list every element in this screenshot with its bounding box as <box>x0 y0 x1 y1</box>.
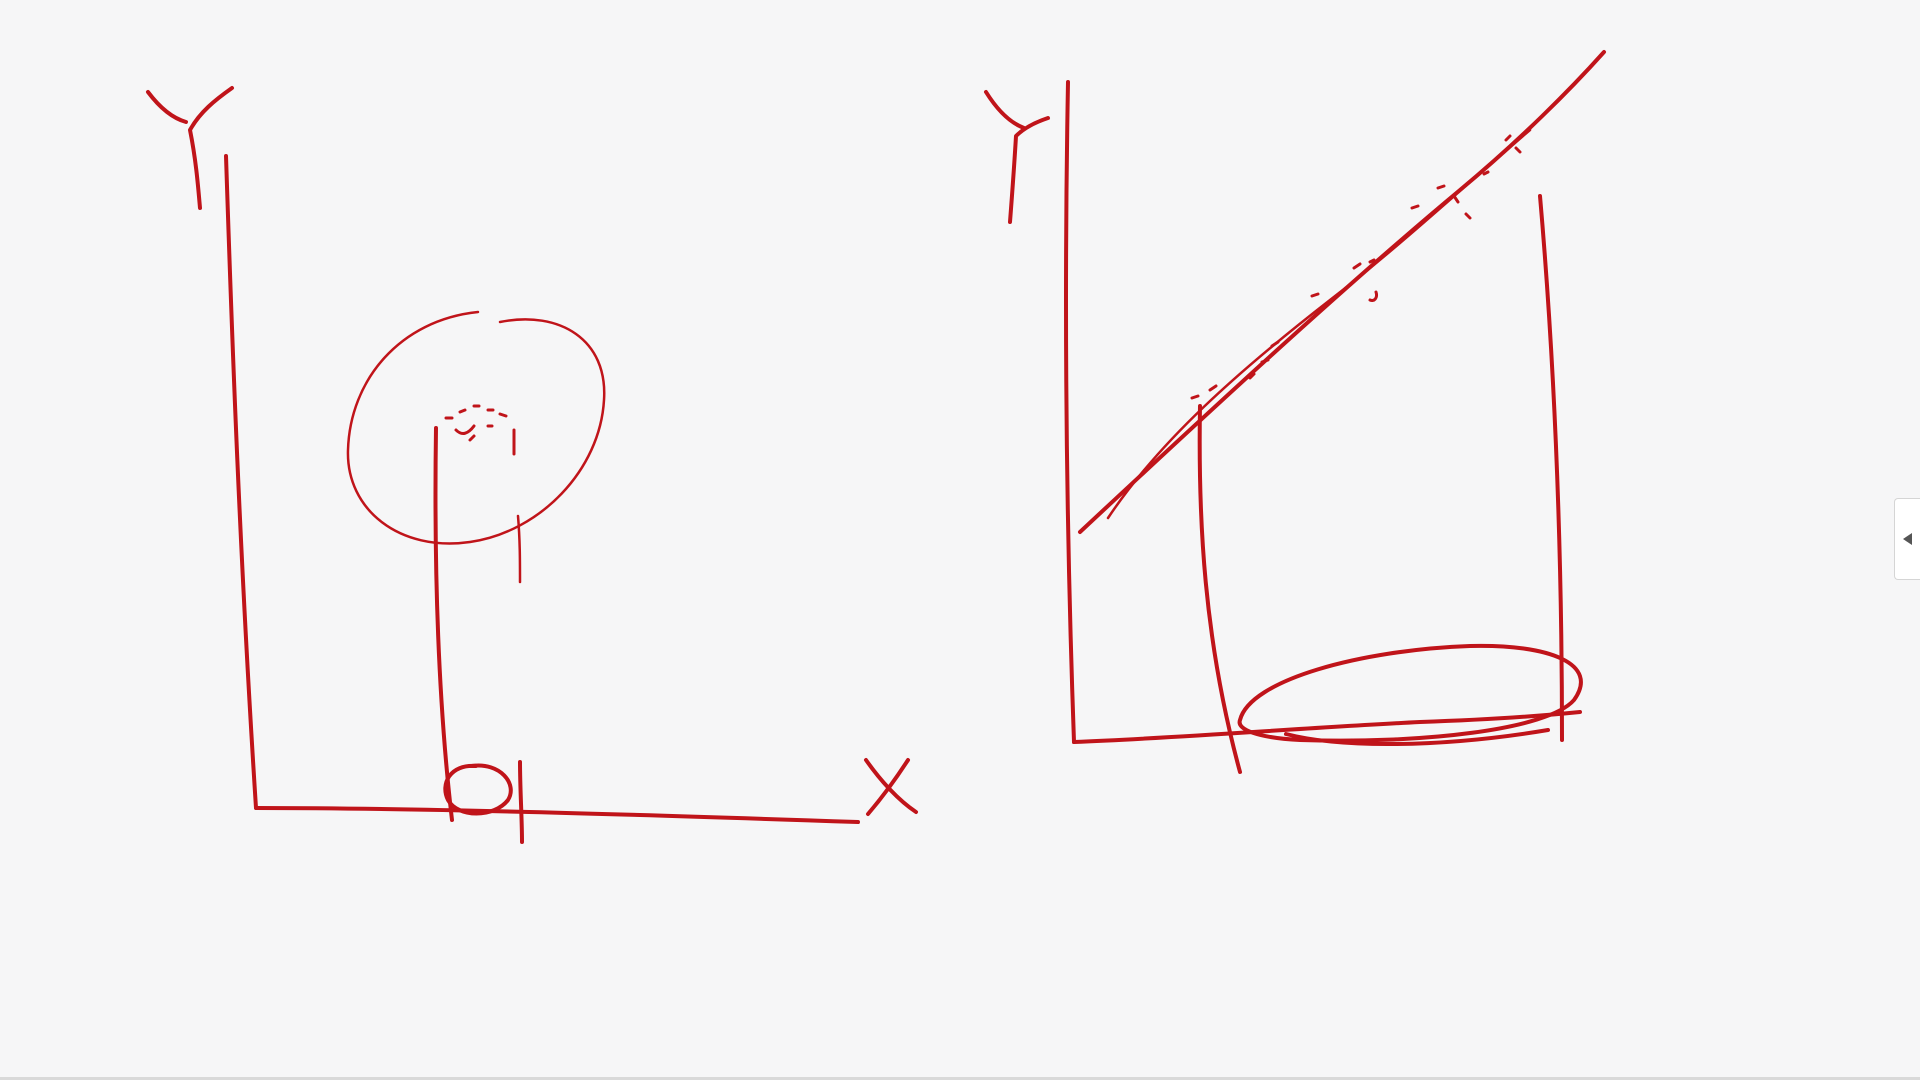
left-graph: Y X <box>146 86 918 844</box>
side-panel-toggle[interactable] <box>1894 498 1920 580</box>
left-drop-line <box>433 426 454 822</box>
left-axis-tick <box>518 760 524 844</box>
frame-bottom-border <box>0 1077 1920 1080</box>
left-data-points <box>444 404 516 456</box>
left-tick-line <box>516 514 522 584</box>
right-distribution-ellipse <box>1237 643 1583 747</box>
right-regression-line <box>1078 50 1606 534</box>
right-regression-line-double <box>1106 128 1532 520</box>
left-cluster-ellipse <box>346 310 606 545</box>
left-x-axis <box>254 806 860 824</box>
right-y-axis <box>1064 80 1076 744</box>
chevron-left-icon <box>1903 533 1912 545</box>
left-y-axis <box>224 154 258 810</box>
right-y-axis-label: Y <box>984 90 1050 224</box>
left-y-axis-label: Y <box>146 86 234 210</box>
right-graph: Y <box>984 50 1606 774</box>
right-drop-line <box>1197 404 1242 774</box>
left-x-circle <box>443 763 513 816</box>
right-bound-line <box>1538 194 1564 742</box>
right-data-points <box>1190 134 1522 400</box>
left-x-axis-label: X <box>864 758 918 816</box>
right-x-axis <box>1072 710 1582 744</box>
